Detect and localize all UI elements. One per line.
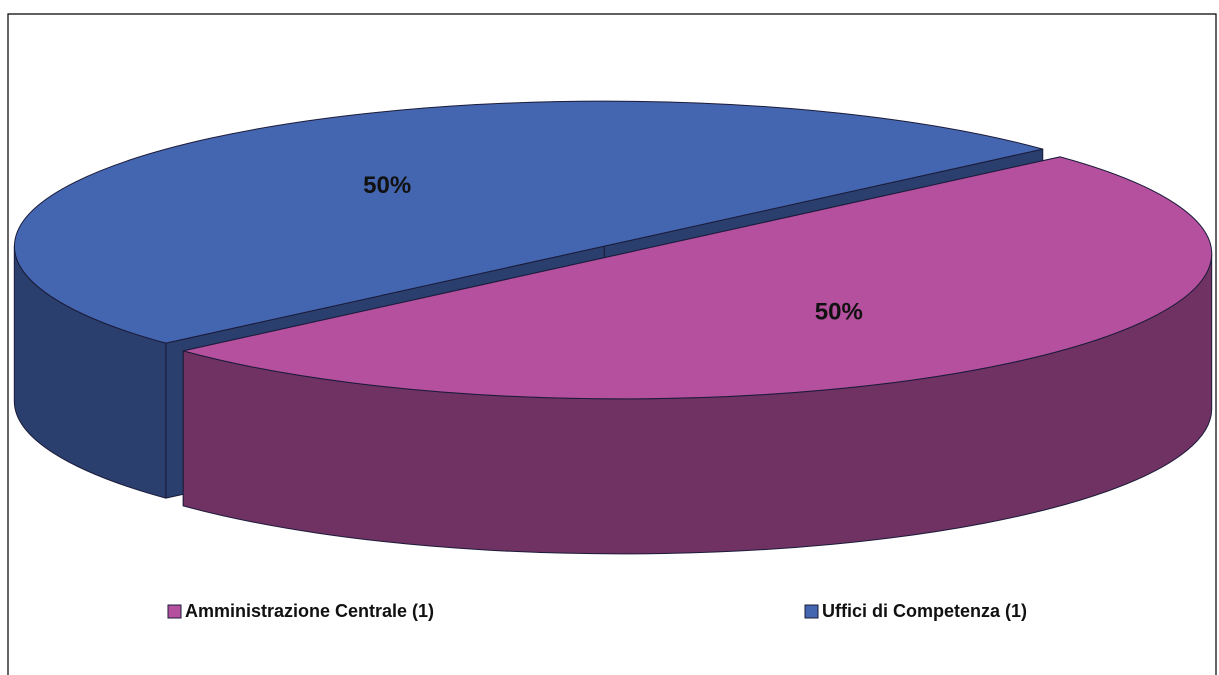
legend-swatch: [804, 604, 819, 619]
legend-swatch: [167, 604, 182, 619]
legend-label: Uffici di Competenza (1): [822, 601, 1027, 621]
slice: [13, 100, 1044, 344]
legend-label: Amministrazione Centrale (1): [185, 601, 434, 621]
data-label: 50%: [363, 172, 411, 199]
slice: [182, 156, 1212, 400]
legend: Amministrazione Centrale (1) Uffici di Co…: [167, 601, 1027, 621]
data-label: 50%: [815, 298, 863, 325]
chart-frame: [7, 13, 1217, 675]
pie: 50% 50%: [13, 100, 1213, 555]
